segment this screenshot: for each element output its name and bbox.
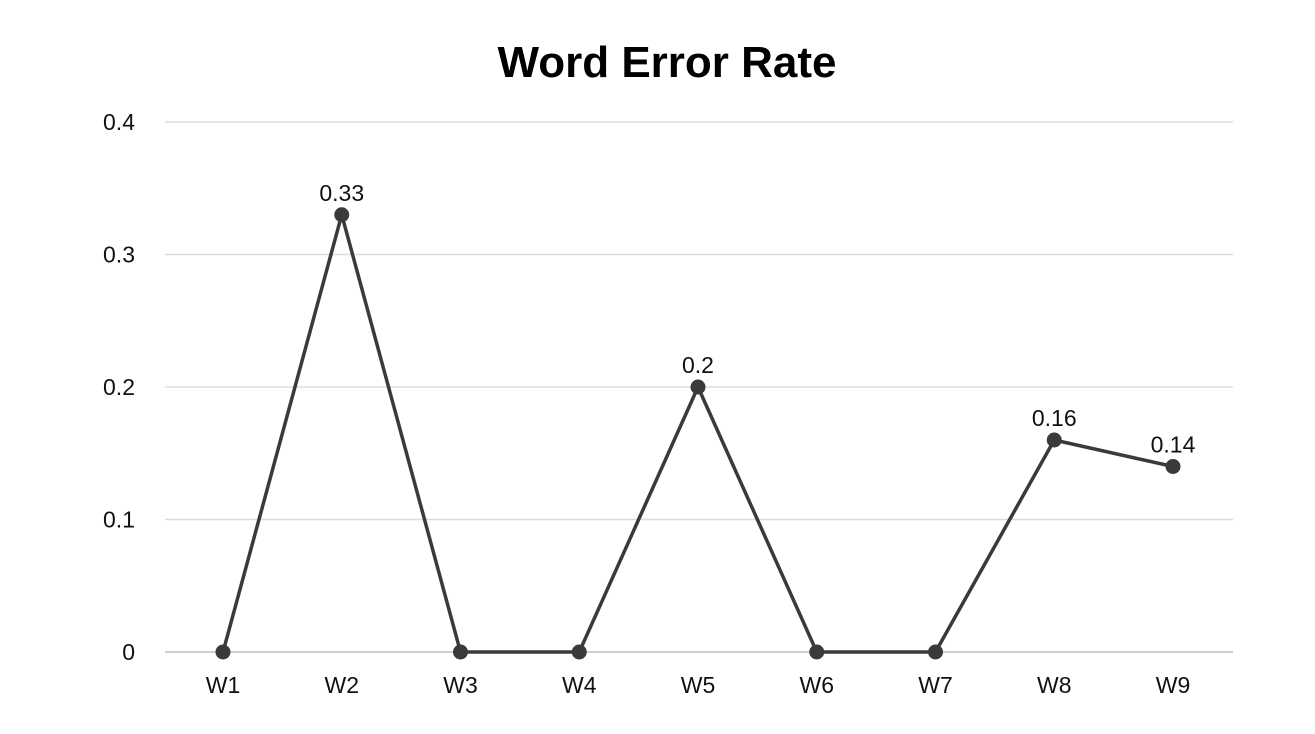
y-tick-label: 0.2	[103, 374, 135, 400]
data-point	[928, 644, 943, 660]
chart-title: Word Error Rate	[497, 38, 836, 87]
y-tick-label: 0.4	[103, 109, 135, 135]
x-tick-label: W2	[325, 672, 360, 698]
data-point	[215, 644, 231, 660]
x-axis-ticks: W1 W2 W3 W4 W5 W6 W7 W8 W9	[206, 672, 1191, 698]
data-point	[334, 207, 350, 223]
series-markers	[215, 207, 1181, 660]
x-tick-label: W3	[443, 672, 478, 698]
x-tick-label: W4	[562, 672, 597, 698]
x-tick-label: W1	[206, 672, 241, 698]
data-point	[453, 644, 468, 660]
data-label: 0.33	[319, 180, 364, 206]
data-label: 0.16	[1032, 405, 1077, 431]
data-point	[1165, 459, 1181, 474]
x-tick-label: W8	[1037, 672, 1072, 698]
x-tick-label: W6	[800, 672, 835, 698]
data-point	[1046, 432, 1062, 448]
data-label: 0.14	[1151, 432, 1196, 458]
y-axis-ticks: 0 0.1 0.2 0.3 0.4	[103, 109, 135, 665]
y-tick-label: 0.3	[103, 242, 135, 268]
data-labels: 0.33 0.2 0.16 0.14	[319, 180, 1195, 458]
x-tick-label: W5	[681, 672, 716, 698]
x-tick-label: W9	[1156, 672, 1191, 698]
data-point	[809, 644, 825, 660]
series-line-layer	[221, 213, 1174, 654]
series-line	[221, 213, 1174, 654]
data-point	[690, 379, 706, 395]
y-tick-label: 0	[122, 639, 135, 665]
data-label: 0.2	[682, 352, 714, 378]
y-tick-label: 0.1	[103, 507, 135, 533]
data-point	[571, 644, 587, 660]
x-tick-label: W7	[918, 672, 953, 698]
